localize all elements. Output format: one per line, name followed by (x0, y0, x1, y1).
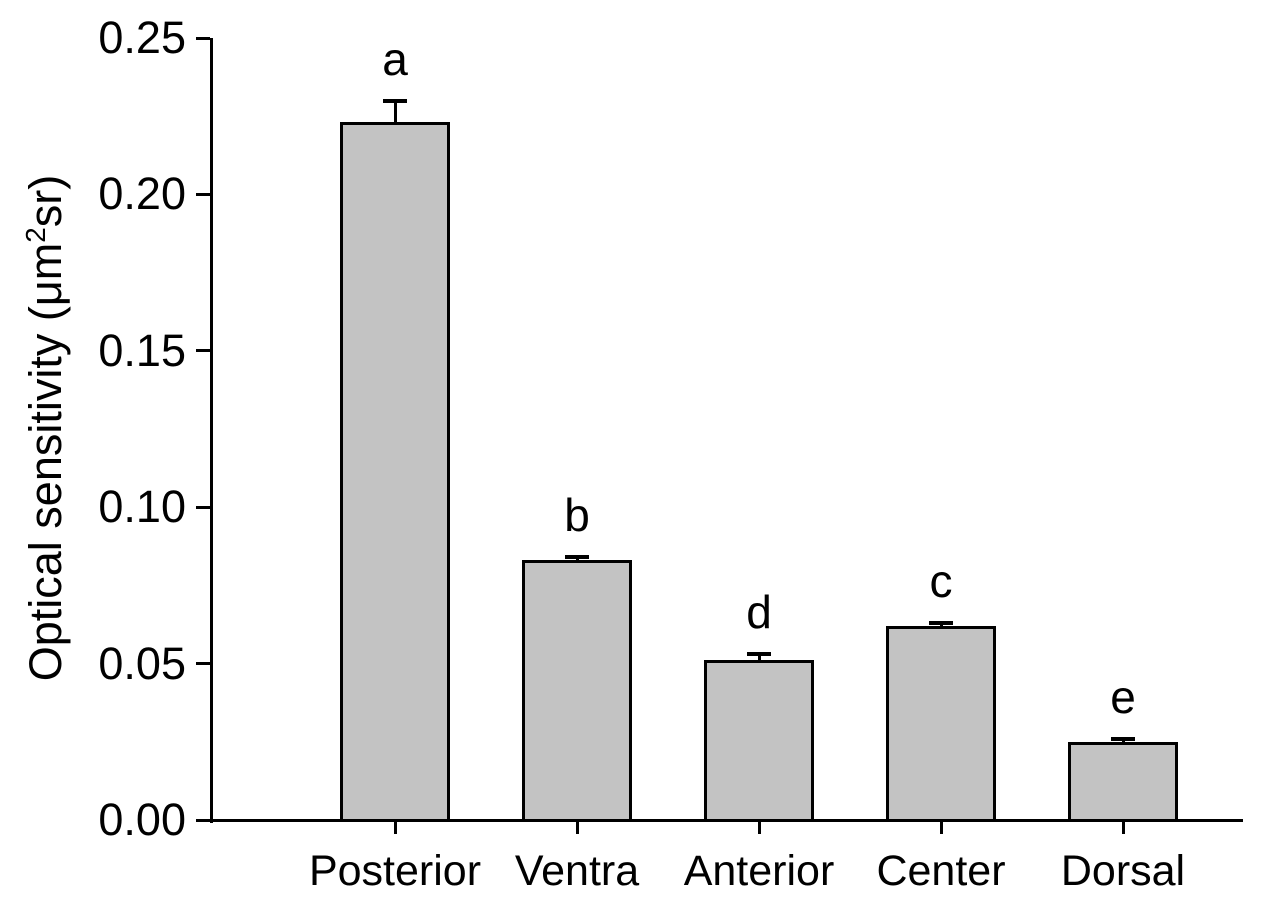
x-tick-label: Dorsal (1060, 847, 1186, 895)
x-tick-label: Ventra (514, 847, 640, 895)
y-tick-label: 0.05 (98, 637, 186, 689)
bar-letter: e (1110, 670, 1136, 723)
x-axis-line (210, 819, 1243, 822)
error-bar-cap (383, 98, 407, 103)
x-tick (1121, 820, 1125, 834)
y-tick (196, 36, 210, 40)
bar (522, 560, 632, 822)
bar (340, 122, 450, 822)
x-tick-label: Anterior (683, 847, 835, 895)
error-bar-cap (565, 555, 589, 560)
bar (1068, 741, 1178, 822)
y-axis-line (210, 38, 213, 823)
x-tick-label: Posterior (308, 847, 482, 895)
bar (704, 660, 814, 822)
error-bar-cap (747, 652, 771, 657)
bar (886, 626, 996, 822)
y-tick-label: 0.25 (98, 12, 186, 63)
x-tick (393, 820, 397, 834)
y-axis-title-superscript: 2 (20, 227, 51, 243)
y-tick-label: 0.00 (98, 794, 186, 845)
y-axis-title: Optical sensitivity (μm2sr) (20, 175, 72, 682)
y-tick (196, 662, 210, 666)
y-tick (196, 192, 210, 196)
x-tick (575, 820, 579, 834)
error-bar-stem (757, 654, 761, 661)
y-tick (196, 818, 210, 822)
bar-letter: c (929, 554, 953, 607)
y-tick (196, 505, 210, 509)
bar-letter: d (746, 586, 772, 639)
error-bar-stem (393, 100, 397, 123)
error-bar-cap (1111, 736, 1135, 741)
error-bar-cap (929, 620, 953, 625)
bar-letter: a (382, 32, 408, 85)
y-tick (196, 349, 210, 353)
y-axis-title-unit: μm (20, 242, 71, 307)
y-tick-label: 0.20 (98, 168, 186, 220)
x-tick (939, 820, 943, 834)
x-tick-label: Center (876, 847, 1006, 895)
y-tick-label: 0.15 (98, 324, 186, 376)
y-tick-label: 0.10 (98, 481, 186, 533)
x-tick (757, 820, 761, 834)
bar-letter: b (564, 489, 590, 542)
